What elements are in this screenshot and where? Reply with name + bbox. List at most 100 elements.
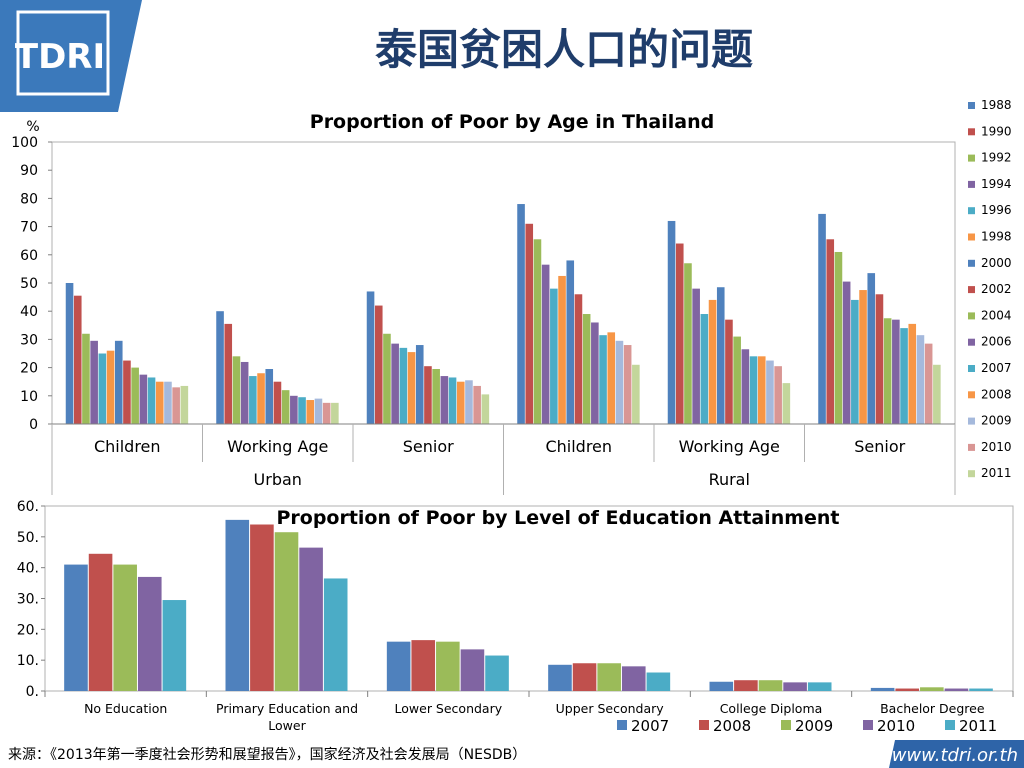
legend-swatch	[968, 154, 975, 162]
legend-swatch	[968, 417, 975, 425]
bar	[758, 680, 783, 691]
bar	[485, 655, 509, 691]
bar	[969, 688, 993, 691]
y-tick-label: 80	[20, 191, 38, 207]
x-tick-label: Primary Education and	[216, 701, 358, 716]
legend-swatch	[968, 233, 975, 241]
bar	[249, 376, 257, 424]
x-tick-label: Working Age	[227, 437, 328, 456]
bar	[123, 360, 131, 424]
legend-label: 2006	[981, 335, 1012, 349]
bar	[224, 323, 233, 424]
bar	[64, 564, 88, 691]
y-tick-label: 90	[20, 163, 38, 179]
bar	[741, 349, 750, 424]
y-tick-label: 0	[29, 417, 38, 433]
legend-swatch	[968, 128, 975, 136]
bar	[550, 288, 558, 424]
bar	[920, 687, 944, 691]
legend-swatch	[945, 720, 955, 730]
bar	[82, 333, 90, 424]
bar	[306, 400, 315, 424]
bar	[114, 340, 123, 424]
bar	[684, 263, 692, 424]
bar	[73, 295, 82, 424]
legend-label: 1990	[981, 124, 1012, 138]
bar	[582, 314, 591, 424]
bar	[399, 347, 408, 424]
bar	[558, 275, 566, 424]
bar	[216, 311, 224, 424]
bar	[708, 299, 717, 424]
x-tick-label: No Education	[84, 701, 167, 716]
bar	[314, 398, 323, 424]
legend-label: 2008	[981, 387, 1012, 401]
legend-label: 2009	[795, 717, 833, 735]
bar	[155, 381, 164, 424]
bar	[473, 385, 481, 424]
bar	[440, 376, 449, 424]
bar	[597, 663, 621, 691]
chart1-bars	[65, 204, 941, 424]
bar	[870, 687, 895, 691]
legend-label: 2002	[981, 282, 1012, 296]
bar	[424, 366, 432, 424]
legend-label: 1994	[981, 177, 1012, 191]
legend-swatch	[781, 720, 791, 730]
legend-swatch	[699, 720, 709, 730]
bar	[164, 381, 172, 424]
x-tick-label: Senior	[403, 437, 454, 456]
y-tick-label: 70	[20, 220, 38, 236]
bar	[323, 578, 348, 691]
y-tick-label: 20.	[17, 622, 39, 638]
bar	[615, 340, 624, 424]
bar	[131, 367, 139, 424]
bar	[783, 682, 807, 691]
bar	[851, 299, 859, 424]
y-tick-label: 10	[20, 389, 38, 405]
bar	[646, 672, 671, 691]
bar	[331, 402, 339, 424]
x-tick-label: Children	[545, 437, 612, 456]
chart2-legend: 2007 2008 2009 2010 2011	[617, 717, 997, 735]
x-tick-label: Bachelor Degree	[880, 701, 985, 716]
bar	[632, 364, 640, 424]
slide-title: 泰国贫困人口的问题	[375, 25, 753, 74]
bar	[533, 239, 542, 424]
bar	[725, 319, 733, 424]
logo-frame	[16, 10, 110, 96]
legend-label: 1992	[981, 151, 1012, 165]
bar	[460, 649, 485, 691]
bar	[366, 291, 375, 424]
bar	[875, 294, 884, 424]
x-tick-label: Children	[94, 437, 161, 456]
legend-label: 2010	[981, 440, 1012, 454]
website-link[interactable]: www.tdri.or.th	[892, 745, 1018, 766]
bar	[265, 369, 274, 424]
bar	[517, 204, 525, 424]
legend-label: 2000	[981, 256, 1012, 270]
bar	[162, 600, 187, 691]
bar	[818, 213, 826, 424]
bar	[281, 390, 290, 424]
x-tick-label: Upper Secondary	[556, 701, 665, 716]
bar	[734, 680, 758, 691]
bar	[924, 343, 933, 424]
bar	[225, 519, 250, 691]
legend-label: 2007	[981, 361, 1012, 375]
bar	[322, 402, 331, 424]
legend-swatch	[968, 259, 975, 267]
bar	[172, 387, 180, 424]
bar	[933, 364, 941, 424]
chart1-ylabel: %	[26, 119, 39, 135]
bar	[274, 532, 299, 691]
bar	[415, 345, 424, 424]
group-label: Rural	[709, 470, 750, 489]
legend-label: 2009	[981, 414, 1012, 428]
legend-swatch	[968, 443, 975, 451]
chart2-y-axis: 0. 10. 20. 30. 40. 50. 60.	[17, 499, 1014, 700]
bar	[383, 333, 391, 424]
tdri-logo: TDRI	[0, 0, 142, 112]
bar	[465, 380, 473, 424]
bar	[250, 524, 274, 691]
